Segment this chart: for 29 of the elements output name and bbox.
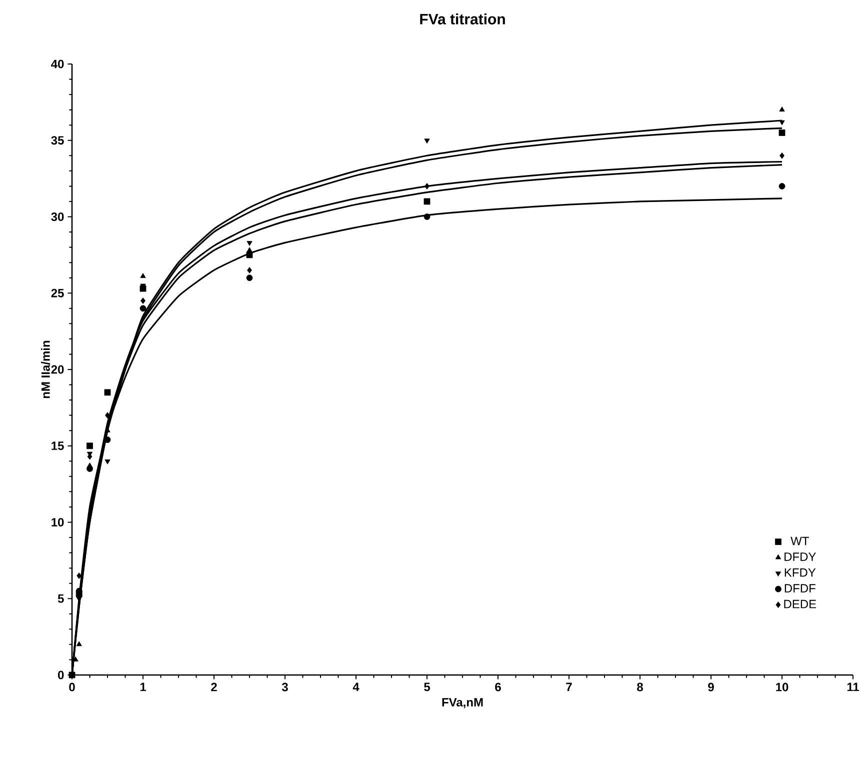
y-tick-label: 15 [52,442,64,450]
y-tick-label: 10 [52,518,64,526]
legend-label: KFDY [784,568,816,577]
y-tick-label: 35 [51,136,64,145]
y-tick-label: 5 [58,594,64,603]
x-tick-label: 1 [140,682,146,692]
y-tick-label: 30 [51,212,64,221]
x-tick-label: 4 [352,682,360,692]
x-axis-title: FVa,nM [442,698,483,708]
x-tick-label: 5 [424,682,430,692]
legend-label: WT [790,536,809,546]
y-tick-label: 20 [51,365,64,374]
legend-label: DEDE [784,600,816,608]
y-tick-label: 40 [51,60,64,68]
x-tick-label: 2 [211,682,217,692]
x-tick-label: 6 [495,682,501,692]
x-tick-label: 11 [847,682,860,692]
x-tick-label: 3 [282,682,288,692]
legend-label: DFDF [784,584,816,592]
x-tick-label: 8 [637,682,643,692]
legend-label: DFDY [784,552,816,561]
chart-title: FVa titration [420,13,505,24]
x-tick-label: 7 [566,682,572,692]
y-tick-label: 0 [58,670,64,680]
x-tick-label: 9 [708,682,714,692]
x-tick-label: 10 [776,682,788,692]
y-tick-label: 25 [51,288,64,298]
y-axis-title: nM IIa/min [41,340,50,398]
x-tick-label: 0 [69,682,75,692]
